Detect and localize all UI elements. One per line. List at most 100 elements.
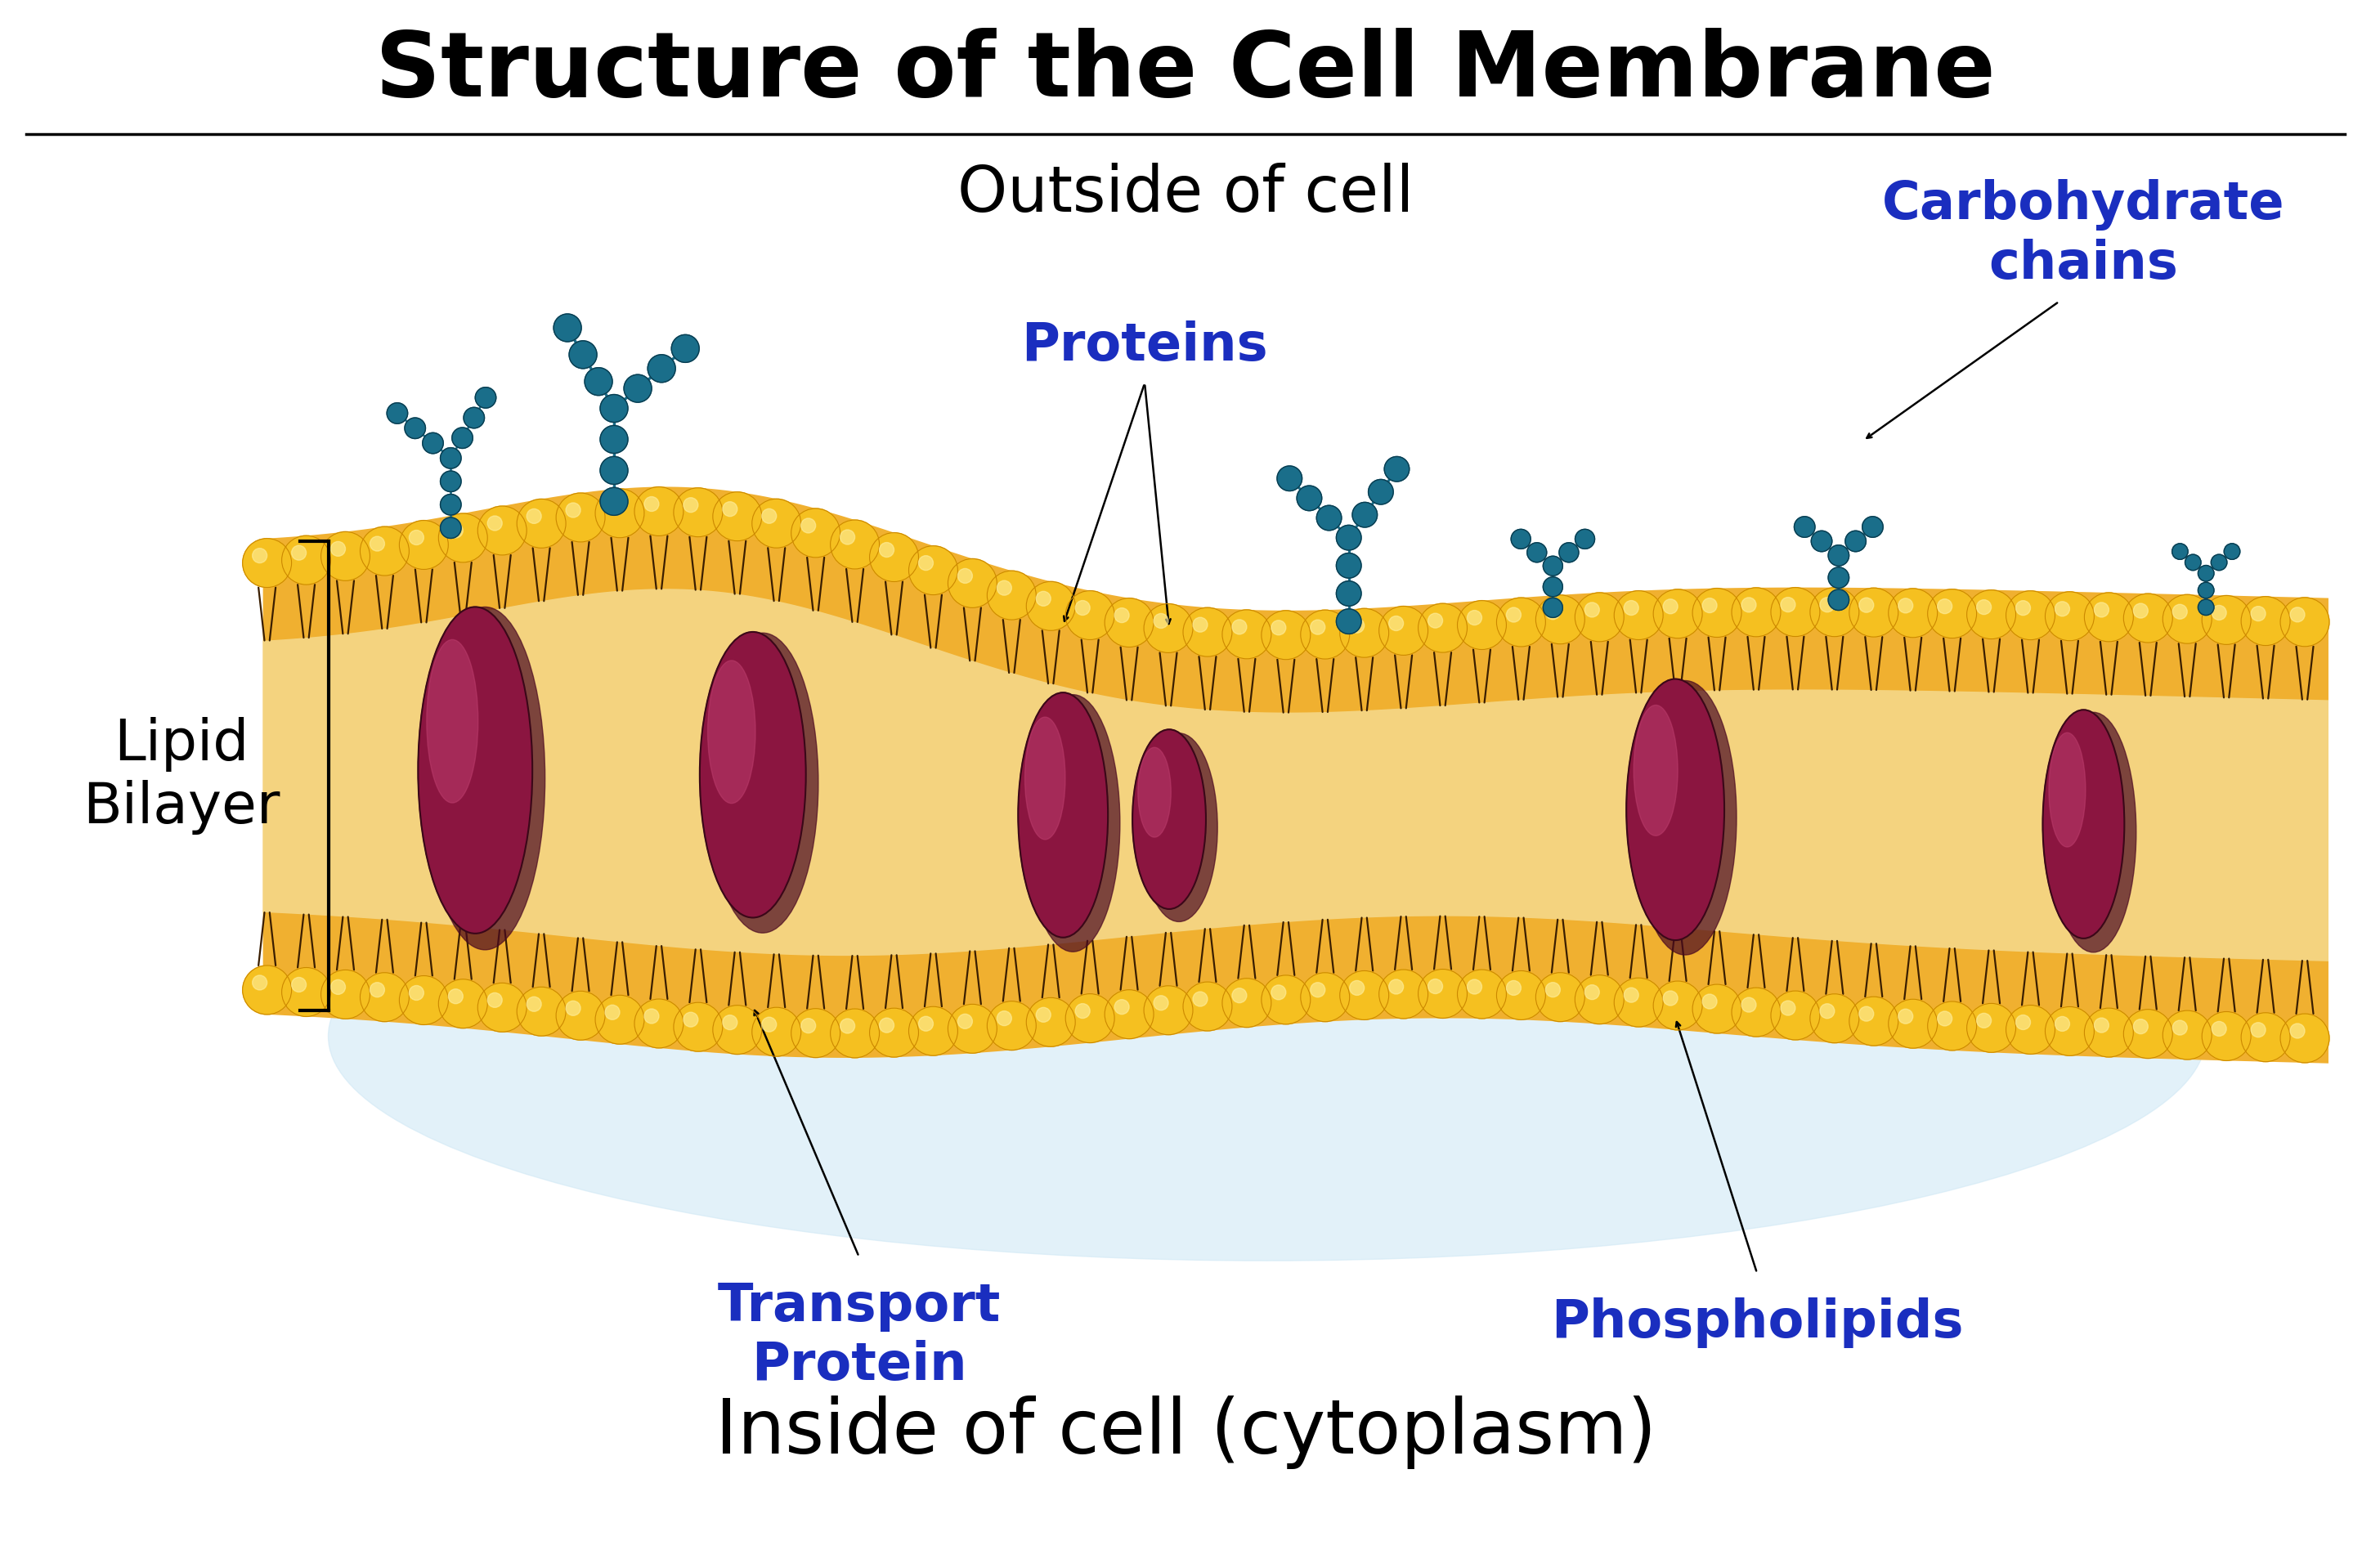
Circle shape <box>996 1011 1012 1025</box>
Circle shape <box>370 536 384 550</box>
Circle shape <box>714 1005 761 1054</box>
Circle shape <box>1821 1004 1835 1018</box>
Circle shape <box>441 448 460 469</box>
Circle shape <box>2124 594 2172 643</box>
Circle shape <box>1389 980 1404 994</box>
Circle shape <box>1065 994 1114 1043</box>
Circle shape <box>398 975 448 1025</box>
Circle shape <box>2006 591 2056 640</box>
Circle shape <box>2006 1005 2056 1054</box>
Circle shape <box>595 996 645 1044</box>
Ellipse shape <box>1140 734 1219 922</box>
Circle shape <box>647 354 676 383</box>
Circle shape <box>251 549 268 563</box>
Ellipse shape <box>1627 679 1724 941</box>
Circle shape <box>880 543 894 557</box>
Circle shape <box>2015 601 2030 615</box>
Circle shape <box>870 1008 918 1057</box>
Circle shape <box>1468 980 1482 994</box>
Circle shape <box>723 1014 737 1030</box>
Text: Phospholipids: Phospholipids <box>1551 1297 1963 1348</box>
Circle shape <box>1546 605 1560 619</box>
Circle shape <box>292 546 306 560</box>
Circle shape <box>948 1004 996 1054</box>
Circle shape <box>251 975 268 989</box>
Ellipse shape <box>1017 693 1107 938</box>
Circle shape <box>595 489 645 538</box>
Circle shape <box>2015 1014 2030 1030</box>
Circle shape <box>2172 1021 2186 1035</box>
Circle shape <box>1740 597 1757 612</box>
Circle shape <box>2203 596 2250 644</box>
Circle shape <box>2250 607 2267 621</box>
Circle shape <box>586 367 612 395</box>
Ellipse shape <box>1634 681 1736 955</box>
Circle shape <box>1809 994 1859 1043</box>
Circle shape <box>830 521 880 569</box>
Circle shape <box>2198 566 2215 582</box>
Circle shape <box>996 580 1012 596</box>
Circle shape <box>1937 599 1951 613</box>
Circle shape <box>2124 1010 2172 1058</box>
Ellipse shape <box>1027 695 1119 952</box>
Ellipse shape <box>427 640 479 803</box>
Circle shape <box>1574 975 1624 1024</box>
Circle shape <box>605 499 619 513</box>
Circle shape <box>1544 597 1562 618</box>
Circle shape <box>986 571 1036 619</box>
Circle shape <box>1771 991 1821 1040</box>
Circle shape <box>2056 1016 2070 1032</box>
Circle shape <box>1349 618 1363 633</box>
Circle shape <box>645 1008 659 1024</box>
Circle shape <box>2094 602 2108 618</box>
Circle shape <box>282 536 330 585</box>
Circle shape <box>1340 971 1389 1019</box>
Circle shape <box>1065 591 1114 640</box>
Circle shape <box>600 488 628 516</box>
Circle shape <box>1809 588 1859 637</box>
Circle shape <box>1510 530 1532 549</box>
Circle shape <box>986 1002 1036 1051</box>
Circle shape <box>1143 986 1193 1035</box>
Circle shape <box>1546 983 1560 997</box>
Circle shape <box>1427 613 1442 627</box>
Circle shape <box>1527 543 1546 563</box>
Circle shape <box>2094 1018 2108 1033</box>
Circle shape <box>1849 588 1899 637</box>
Circle shape <box>448 989 462 1004</box>
Circle shape <box>2290 1024 2305 1038</box>
Circle shape <box>242 538 292 588</box>
Circle shape <box>1899 599 1913 613</box>
Circle shape <box>517 499 567 547</box>
Circle shape <box>1624 988 1638 1002</box>
Text: Transport
Protein: Transport Protein <box>718 1281 1001 1391</box>
Circle shape <box>673 1002 723 1052</box>
Circle shape <box>1702 597 1717 613</box>
Circle shape <box>1653 982 1702 1030</box>
Circle shape <box>1368 480 1394 505</box>
Circle shape <box>1731 588 1781 637</box>
Ellipse shape <box>1634 706 1679 836</box>
Circle shape <box>1458 969 1506 1019</box>
Ellipse shape <box>1024 717 1065 839</box>
Circle shape <box>1968 1004 2015 1052</box>
Circle shape <box>1105 597 1155 648</box>
Circle shape <box>1311 983 1325 997</box>
Circle shape <box>1027 997 1076 1046</box>
Circle shape <box>330 980 346 994</box>
Circle shape <box>2162 1010 2212 1060</box>
Circle shape <box>1887 999 1937 1047</box>
Circle shape <box>1337 525 1361 550</box>
Circle shape <box>2198 599 2215 615</box>
Circle shape <box>1027 582 1076 630</box>
Circle shape <box>1506 607 1522 622</box>
Circle shape <box>1693 588 1740 637</box>
Circle shape <box>1731 988 1781 1036</box>
Circle shape <box>441 517 460 538</box>
Circle shape <box>1693 985 1740 1033</box>
Circle shape <box>1615 978 1662 1027</box>
Circle shape <box>2162 594 2212 643</box>
Circle shape <box>801 1018 816 1033</box>
Ellipse shape <box>1133 729 1207 909</box>
Circle shape <box>839 530 856 544</box>
